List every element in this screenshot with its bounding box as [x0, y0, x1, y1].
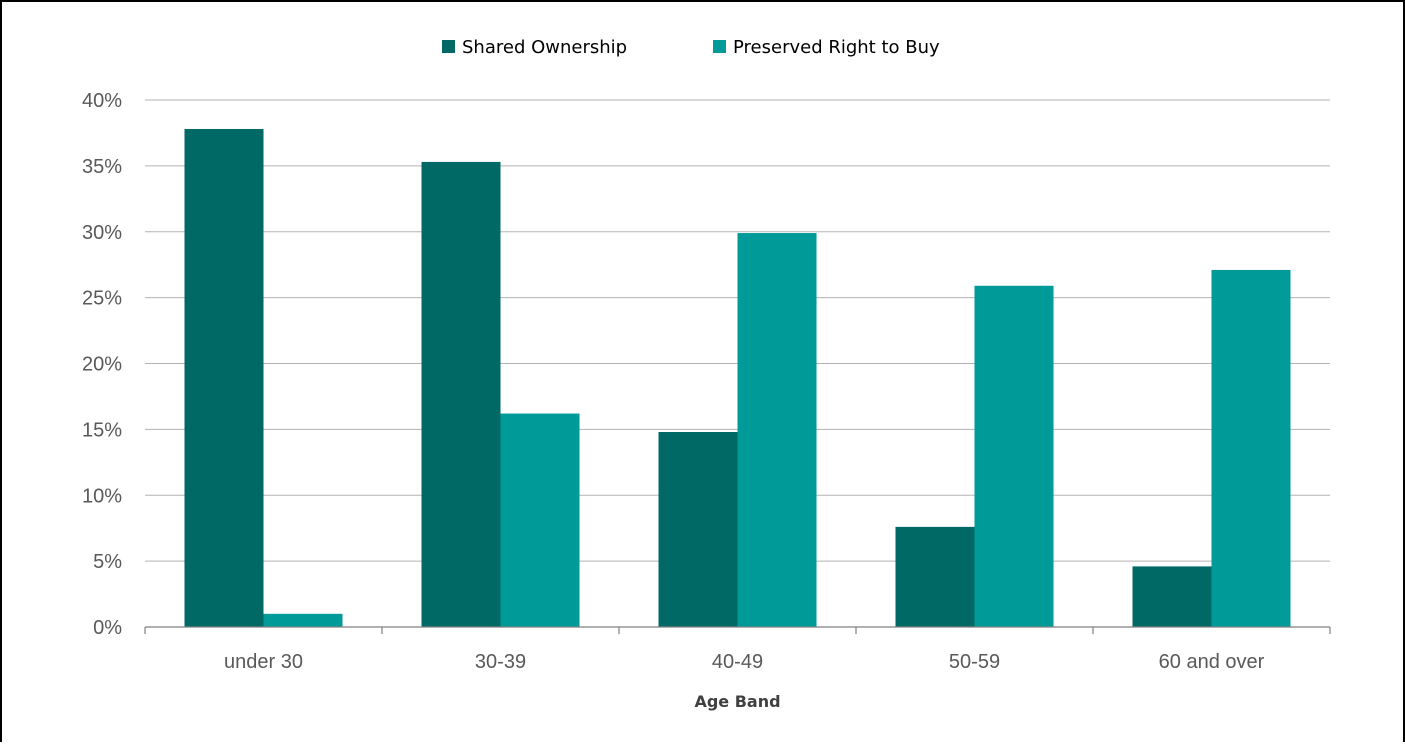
bar-shared-ownership: [895, 526, 975, 627]
bars: [184, 128, 1291, 628]
bar-preserved-right-to-buy: [974, 285, 1054, 627]
bar-preserved-right-to-buy: [500, 413, 580, 627]
legend: Shared Ownership Preserved Right to Buy: [442, 37, 940, 58]
y-tick-label: 5%: [93, 551, 122, 573]
bar-preserved-right-to-buy: [737, 233, 817, 627]
legend-swatch: [442, 40, 455, 53]
bar-shared-ownership: [1132, 566, 1212, 627]
y-axis-ticks: 0% 5% 10% 15% 20% 25% 30% 35% 40%: [82, 90, 122, 639]
legend-label: Preserved Right to Buy: [733, 37, 940, 58]
x-tick-label: 60 and over: [1159, 651, 1265, 673]
bar-preserved-right-to-buy: [1211, 269, 1291, 627]
x-tick-label: 30-39: [475, 651, 526, 673]
x-tick-label: under 30: [224, 651, 303, 673]
x-axis-ticks: under 30 30-39 40-49 50-59 60 and over: [224, 651, 1265, 673]
y-tick-label: 10%: [82, 485, 122, 507]
y-tick-label: 25%: [82, 288, 122, 310]
bar-preserved-right-to-buy: [263, 613, 343, 627]
y-tick-label: 0%: [93, 617, 122, 639]
x-axis-title: Age Band: [694, 692, 780, 711]
x-tick-label: 40-49: [712, 651, 763, 673]
y-tick-label: 40%: [82, 90, 122, 112]
legend-swatch: [713, 40, 726, 53]
y-tick-label: 30%: [82, 222, 122, 244]
x-tick-label: 50-59: [949, 651, 1000, 673]
bar-shared-ownership: [421, 161, 501, 628]
legend-label: Shared Ownership: [462, 37, 627, 58]
y-tick-label: 20%: [82, 354, 122, 376]
bar-shared-ownership: [658, 432, 738, 627]
axes: [144, 626, 1331, 634]
bar-shared-ownership: [184, 128, 264, 628]
y-tick-label: 15%: [82, 419, 122, 441]
y-tick-label: 35%: [82, 156, 122, 178]
